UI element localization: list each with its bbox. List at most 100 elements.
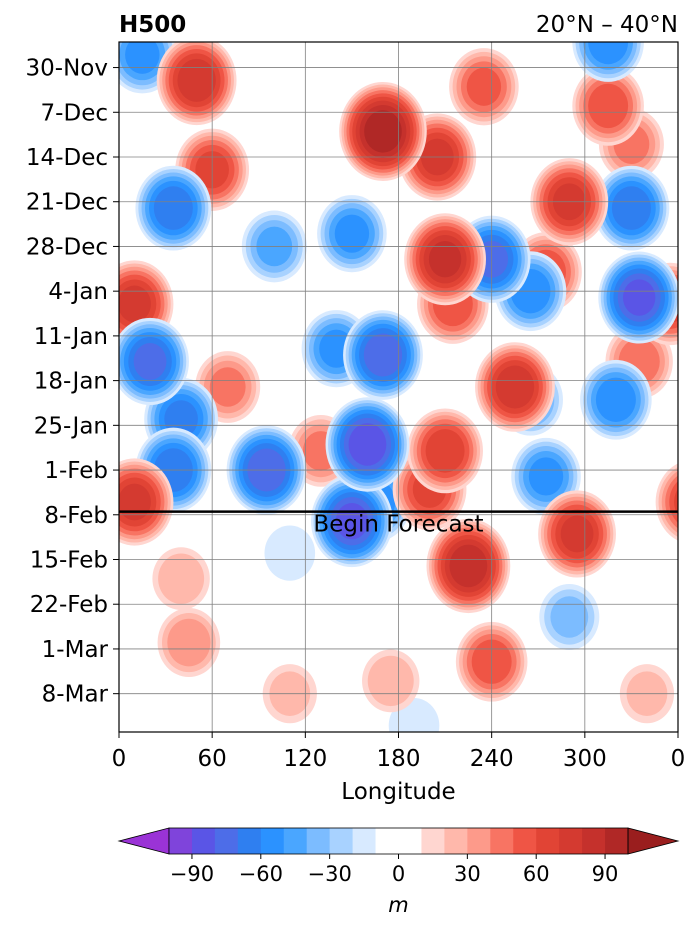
x-tick-label: 180: [377, 746, 421, 772]
chart-subtitle: 20°N – 40°N: [536, 12, 678, 38]
contour-band: [348, 423, 387, 466]
colorbar-segment: [260, 828, 285, 854]
anomaly-cell: [572, 42, 644, 82]
y-tick-label: 21-Dec: [26, 190, 108, 216]
y-tick-label: 15-Feb: [30, 548, 108, 574]
colorbar-extend-high: [627, 827, 680, 855]
colorbar-segment: [490, 828, 514, 854]
colorbar-segment: [605, 828, 629, 854]
gridlines: [119, 42, 678, 732]
colorbar-segment: [582, 828, 606, 854]
anomaly-cell: [264, 525, 316, 581]
x-tick-label: 300: [563, 746, 607, 772]
anomaly-cell: [317, 195, 387, 273]
colorbar-segment: [214, 828, 239, 854]
colorbar-label: m: [388, 893, 408, 917]
anomaly-cell: [339, 81, 427, 181]
contour-band: [550, 596, 589, 638]
contour-band: [363, 333, 403, 377]
colorbar-tick-label: −90: [170, 862, 214, 886]
y-tick-label: 25-Jan: [34, 413, 108, 439]
colorbar-tick-label: 60: [523, 862, 550, 886]
anomaly-cell: [572, 65, 644, 146]
colorbar-segment: [237, 828, 262, 854]
colorbar-segment: [375, 828, 422, 854]
contour-band: [449, 544, 488, 588]
colorbar-segment: [191, 828, 216, 854]
y-tick-label: 8-Feb: [44, 503, 108, 529]
colorbar-segment: [444, 828, 468, 854]
contour-band: [177, 58, 216, 102]
contour-band: [367, 655, 414, 707]
y-tick-label: 28-Dec: [26, 234, 108, 260]
contour-band: [209, 367, 246, 407]
contour-band: [334, 214, 370, 253]
anomaly-cell: [156, 42, 237, 126]
y-tick-label: 1-Mar: [42, 637, 109, 663]
anomaly-cell: [475, 342, 555, 432]
contour-band: [264, 525, 316, 581]
y-tick-label: 11-Jan: [34, 324, 108, 350]
contour-band: [674, 488, 678, 516]
anomaly-cell: [407, 408, 483, 494]
contour-band: [158, 553, 205, 604]
anomaly-cell: [539, 584, 600, 650]
colorbar-segment: [283, 828, 308, 854]
colorbar-tick-label: −60: [239, 862, 283, 886]
y-tick-label: 8-Mar: [42, 682, 109, 708]
colorbar-tick-label: 30: [454, 862, 481, 886]
contour-band: [560, 515, 594, 553]
colorbar-extend-low: [117, 827, 170, 855]
forecast-label: Begin Forecast: [313, 512, 483, 538]
colorbar: −90 −60 −30 0 30 60 90: [117, 827, 680, 886]
y-tick-label: 4-Jan: [48, 279, 108, 305]
anomaly-cell: [404, 213, 486, 306]
anomaly-cell: [119, 458, 174, 546]
contour-band: [528, 457, 564, 496]
anomaly-cell: [311, 475, 393, 568]
anomaly-cell: [362, 649, 420, 713]
contour-band: [595, 377, 636, 422]
anomaly-cell: [449, 48, 519, 126]
anomaly-cell: [580, 359, 652, 440]
y-tick-label: 18-Jan: [34, 369, 108, 395]
x-tick-label: 120: [283, 746, 327, 772]
y-axis: 30-Nov 7-Dec 14-Dec 21-Dec 28-Dec 4-Jan 11-Jan…: [26, 56, 119, 708]
colorbar-segment: [352, 828, 377, 854]
x-tick-label: 240: [470, 746, 514, 772]
contour-band: [588, 42, 629, 65]
colorbar-segment: [421, 828, 445, 854]
anomaly-field: [119, 42, 678, 732]
contour-band: [167, 618, 211, 667]
colorbar-tick-label: 90: [592, 862, 619, 886]
anomaly-cell: [343, 310, 423, 400]
colorbar-segment: [536, 828, 560, 854]
contour-band: [125, 42, 160, 74]
colorbar-segment: [559, 828, 583, 854]
contour-band: [495, 365, 535, 409]
contour-band: [428, 241, 462, 278]
colorbar-segment: [329, 828, 354, 854]
x-tick-label: 0: [671, 746, 686, 772]
y-tick-label: 7-Dec: [41, 100, 108, 126]
contour-band: [425, 429, 465, 473]
y-tick-label: 1-Feb: [44, 458, 108, 484]
anomaly-cell: [157, 608, 221, 678]
anomaly-cell: [655, 463, 678, 541]
anomaly-cell: [135, 165, 212, 251]
anomaly-cell: [119, 317, 189, 406]
x-axis-label: Longitude: [341, 779, 455, 805]
x-tick-label: 0: [112, 746, 127, 772]
contour-band: [611, 186, 651, 230]
x-axis: 0 60 120 180 240 300 0: [112, 732, 686, 772]
y-tick-label: 22-Feb: [30, 592, 108, 618]
contour-band: [622, 279, 656, 316]
contour-band: [588, 83, 629, 129]
x-tick-label: 60: [198, 746, 227, 772]
anomaly-cell: [152, 547, 210, 611]
y-tick-label: 14-Dec: [26, 145, 108, 171]
y-tick-label: 30-Nov: [26, 56, 108, 82]
contour-band: [153, 186, 193, 230]
anomaly-cell: [593, 165, 670, 251]
